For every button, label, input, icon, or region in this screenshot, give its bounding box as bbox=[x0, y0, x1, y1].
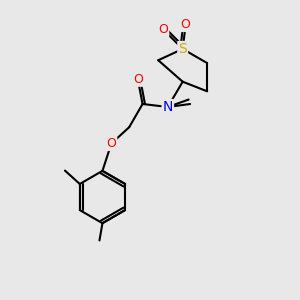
Text: O: O bbox=[158, 23, 168, 36]
Text: O: O bbox=[106, 137, 116, 150]
Text: O: O bbox=[133, 73, 143, 86]
Text: N: N bbox=[163, 100, 173, 114]
Text: O: O bbox=[181, 18, 190, 31]
Text: S: S bbox=[178, 42, 187, 56]
